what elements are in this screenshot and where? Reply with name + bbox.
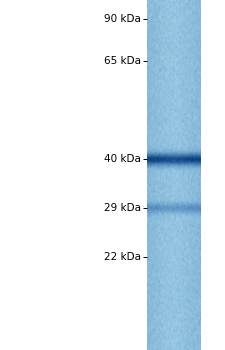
Text: 65 kDa: 65 kDa [104, 56, 141, 66]
Text: 29 kDa: 29 kDa [104, 203, 141, 213]
Text: 40 kDa: 40 kDa [104, 154, 141, 164]
Text: 22 kDa: 22 kDa [104, 252, 141, 262]
Text: 90 kDa: 90 kDa [104, 14, 141, 24]
